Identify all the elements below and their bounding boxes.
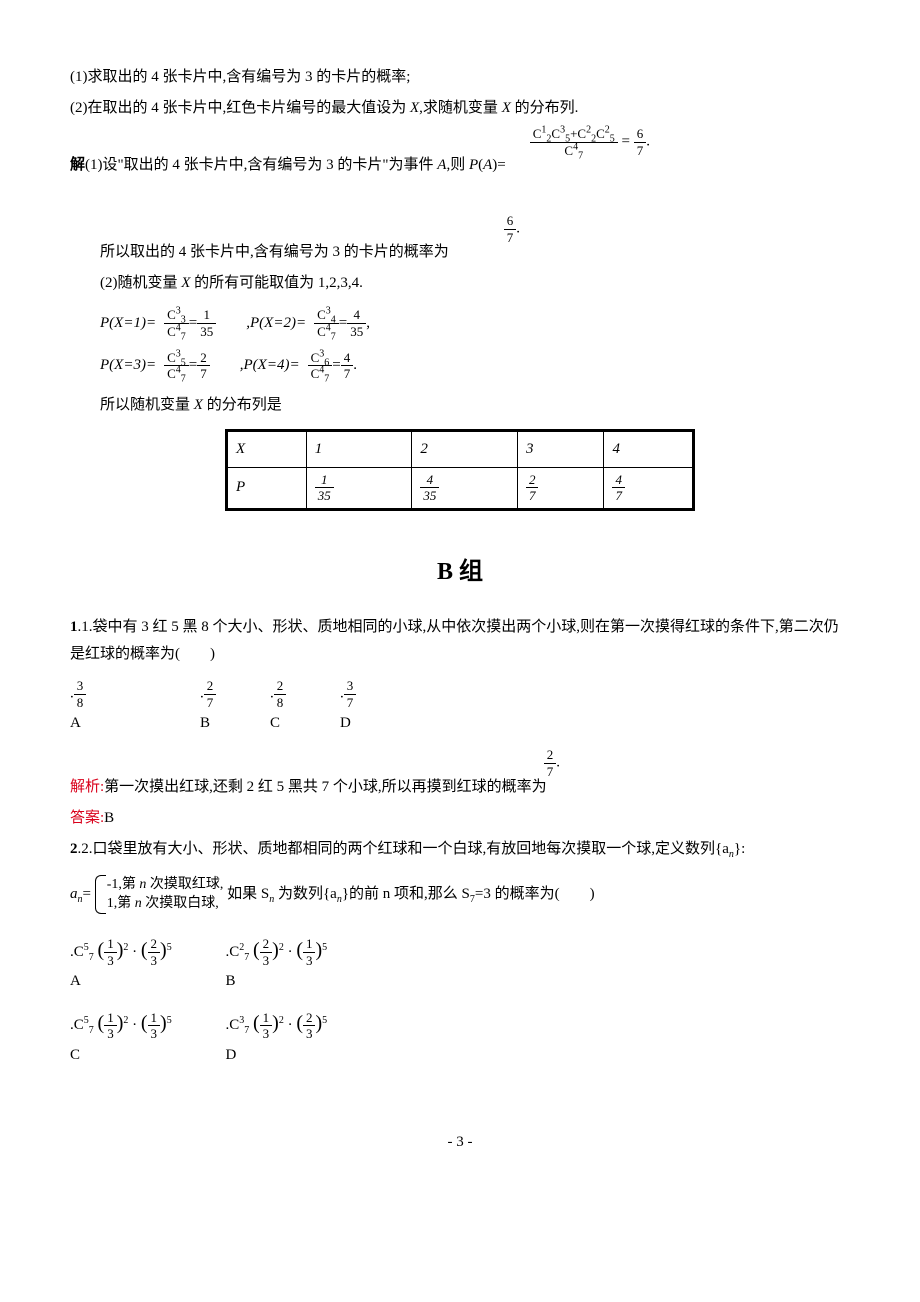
problem-1-stem: 1.1.袋中有 3 红 5 黑 8 个大小、形状、质地相同的小球,从中依次摸出两… [70, 614, 850, 668]
dist-head-3: 3 [517, 430, 604, 467]
p2-opt-c: .C57 (13)2 · (13)5 C [70, 1005, 172, 1069]
dist-cell-3: 27 [517, 467, 604, 509]
dist-head-2: 2 [412, 430, 518, 467]
problem-2-options-row1: .C57 (13)2 · (23)5 A .C27 (23)2 · (13)5 … [70, 932, 850, 996]
case-2: 1,第 n 次摸取白球, [107, 894, 224, 914]
p2-opt-d: .C37 (13)2 · (23)5 D [225, 1005, 327, 1069]
dist-cell-1: 135 [306, 467, 412, 509]
dist-head-1: 1 [306, 430, 412, 467]
q2-text: (2)在取出的 4 张卡片中,红色卡片编号的最大值设为 X,求随机变量 X 的分… [70, 100, 578, 116]
question-1: (1)求取出的 4 张卡片中,含有编号为 3 的卡片的概率; [70, 64, 850, 91]
p1-jiexi: 解析:第一次摸出红球,还剩 2 红 5 黑共 7 个小球,所以再摸到红球的概率为 [70, 774, 850, 801]
answer-label: 答案: [70, 810, 104, 826]
sol1-conclusion: 所以取出的 4 张卡片中,含有编号为 3 的卡片的概率为 [70, 239, 850, 266]
distribution-table: X 1 2 3 4 P 135 435 27 47 [225, 429, 695, 511]
problem-2-cases: an= -1,第 n 次摸取红球, 1,第 n 次摸取白球, 如果 Sn 为数列… [70, 875, 850, 914]
p1-opt-d: .37 D [340, 678, 356, 737]
p1-answer-value: B [104, 810, 114, 826]
case-1: -1,第 n 次摸取红球, [107, 875, 224, 895]
dist-caption: 所以随机变量 X 的分布列是 [70, 392, 850, 419]
sol1-text: (1)设"取出的 4 张卡片中,含有编号为 3 的卡片"为事件 A,则 P(A)… [85, 157, 506, 173]
page-number: - 3 - [70, 1129, 850, 1156]
dist-head-x: X [227, 430, 307, 467]
dist-head-4: 4 [604, 430, 694, 467]
px-row-2: P(X=3)= C35 C47 = 27 ,P(X=4)= C36 C47 = … [100, 350, 850, 382]
p1-opt-a: .38 A [70, 678, 86, 737]
sol-label: 解 [70, 157, 85, 173]
section-b-heading: B 组 [70, 551, 850, 594]
sol2-intro: (2)随机变量 X 的所有可能取值为 1,2,3,4. [70, 270, 850, 297]
p1-answer: 答案:B [70, 805, 850, 832]
problem-1-options: .38 A .27 B .28 C .37 D [70, 678, 850, 737]
dist-row-label: P [227, 467, 307, 509]
p2-opt-b: .C27 (23)2 · (13)5 B [225, 932, 327, 996]
problem-2-stem-a: 2.2.口袋里放有大小、形状、质地都相同的两个红球和一个白球,有放回地每次摸取一… [70, 836, 850, 863]
px-row-1: P(X=1)= C33 C47 = 135 ,P(X=2)= C34 C47 =… [100, 307, 850, 339]
dist-cell-2: 435 [412, 467, 518, 509]
question-2: (2)在取出的 4 张卡片中,红色卡片编号的最大值设为 X,求随机变量 X 的分… [70, 95, 850, 122]
p2-stem-b: 如果 Sn 为数列{an}的前 n 项和,那么 S7=3 的概率为( ) [227, 886, 594, 902]
solution-1-line: 解(1)设"取出的 4 张卡片中,含有编号为 3 的卡片"为事件 A,则 P(A… [70, 152, 850, 179]
p2-opt-a: .C57 (13)2 · (23)5 A [70, 932, 172, 996]
p1-jiexi-text: 第一次摸出红球,还剩 2 红 5 黑共 7 个小球,所以再摸到红球的概率为 [104, 779, 547, 795]
dist-cell-4: 47 [604, 467, 694, 509]
p1-opt-b: .27 B [200, 678, 216, 737]
jiexi-label: 解析: [70, 779, 104, 795]
p1-opt-c: .28 C [270, 678, 286, 737]
problem-2-options-row2: .C57 (13)2 · (13)5 C .C37 (13)2 · (23)5 … [70, 1005, 850, 1069]
